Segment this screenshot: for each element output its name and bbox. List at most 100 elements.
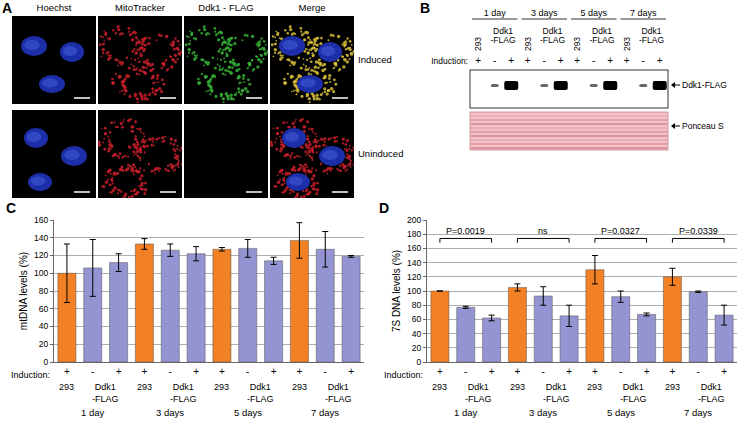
svg-text:+: +	[271, 366, 277, 377]
svg-text:20: 20	[39, 339, 49, 349]
svg-text:120: 120	[34, 250, 48, 260]
svg-text:-: -	[169, 366, 172, 377]
svg-text:-: -	[464, 366, 467, 377]
svg-text:100: 100	[407, 286, 421, 296]
svg-text:+: +	[657, 55, 663, 66]
svg-text:-: -	[324, 366, 327, 377]
svg-text:Ddk1-FLAG: Ddk1-FLAG	[698, 382, 725, 404]
svg-text:80: 80	[39, 286, 49, 296]
svg-text:-: -	[619, 366, 622, 377]
svg-text:Uninduced: Uninduced	[358, 148, 403, 159]
svg-text:Ddk1-FLAG: Ddk1-FLAG	[490, 26, 515, 45]
svg-text:Ddk1-FLAG: Ddk1-FLAG	[92, 382, 119, 404]
svg-text:1 day: 1 day	[484, 8, 507, 18]
svg-text:0: 0	[44, 357, 49, 367]
svg-text:+: +	[437, 366, 443, 377]
svg-text:293: 293	[665, 382, 680, 392]
svg-text:+: +	[558, 55, 564, 66]
svg-text:-: -	[697, 366, 700, 377]
svg-text:P=0.0327: P=0.0327	[601, 226, 640, 236]
svg-text:+: +	[116, 366, 122, 377]
svg-text:1 day: 1 day	[81, 407, 104, 418]
svg-text:120: 120	[407, 272, 421, 282]
svg-text:293: 293	[587, 382, 602, 392]
svg-text:20: 20	[412, 343, 422, 353]
svg-text:160: 160	[407, 243, 421, 253]
svg-text:Ddk1-FLAG: Ddk1-FLAG	[620, 382, 647, 404]
svg-text:160: 160	[34, 215, 48, 225]
svg-text:-: -	[642, 55, 645, 66]
svg-text:D: D	[379, 200, 389, 216]
svg-text:Ddk1-FLAG: Ddk1-FLAG	[540, 26, 565, 45]
svg-text:+: +	[721, 366, 727, 377]
svg-text:Ddk1-FLAG: Ddk1-FLAG	[589, 26, 614, 45]
svg-text:mtDNA levels (%): mtDNA levels (%)	[18, 252, 29, 330]
svg-text:Ddk1-FLAG: Ddk1-FLAG	[247, 382, 274, 404]
svg-text:+: +	[607, 55, 613, 66]
svg-text:293: 293	[473, 37, 483, 51]
svg-text:-: -	[592, 55, 595, 66]
svg-text:3 days: 3 days	[531, 8, 558, 18]
svg-text:P=0.0019: P=0.0019	[446, 226, 485, 236]
svg-text:+: +	[296, 366, 302, 377]
svg-text:+: +	[141, 366, 147, 377]
svg-text:+: +	[669, 366, 675, 377]
svg-text:-: -	[543, 55, 546, 66]
svg-text:0: 0	[417, 357, 422, 367]
svg-text:+: +	[592, 366, 598, 377]
svg-text:Induction:: Induction:	[431, 56, 468, 66]
svg-text:100: 100	[34, 268, 48, 278]
svg-text:Ddk1-FLAG: Ddk1-FLAG	[682, 80, 727, 90]
svg-text:5 days: 5 days	[580, 8, 607, 18]
svg-text:Ddk1 - FLAG: Ddk1 - FLAG	[198, 2, 253, 13]
svg-text:-: -	[542, 366, 545, 377]
svg-text:Induction:: Induction:	[11, 370, 50, 380]
svg-text:+: +	[525, 55, 531, 66]
svg-text:293: 293	[622, 37, 632, 51]
svg-text:+: +	[566, 366, 572, 377]
svg-text:40: 40	[39, 321, 49, 331]
svg-text:B: B	[420, 0, 430, 16]
svg-text:+: +	[219, 366, 225, 377]
svg-text:-: -	[246, 366, 249, 377]
svg-text:180: 180	[407, 229, 421, 239]
svg-text:5 days: 5 days	[234, 407, 262, 418]
svg-text:+: +	[193, 366, 199, 377]
svg-text:293: 293	[137, 382, 152, 392]
svg-text:293: 293	[510, 382, 525, 392]
svg-text:C: C	[6, 200, 16, 216]
svg-text:Induced: Induced	[358, 54, 392, 65]
svg-text:+: +	[644, 366, 650, 377]
svg-text:+: +	[489, 366, 495, 377]
svg-text:-: -	[493, 55, 496, 66]
svg-text:Ddk1-FLAG: Ddk1-FLAG	[543, 382, 570, 404]
svg-text:P=0.0339: P=0.0339	[679, 226, 718, 236]
svg-text:A: A	[2, 0, 12, 16]
svg-text:Ponceau S: Ponceau S	[682, 121, 724, 131]
svg-text:+: +	[348, 366, 354, 377]
svg-text:7 days: 7 days	[684, 407, 712, 418]
svg-text:60: 60	[412, 314, 422, 324]
svg-text:7 days: 7 days	[311, 407, 339, 418]
svg-text:-: -	[91, 366, 94, 377]
svg-text:200: 200	[407, 215, 421, 225]
svg-text:+: +	[64, 366, 70, 377]
svg-text:293: 293	[432, 382, 447, 392]
svg-text:+: +	[475, 55, 481, 66]
svg-text:Merge: Merge	[299, 2, 326, 13]
svg-text:Induction:: Induction:	[384, 370, 423, 380]
svg-text:60: 60	[39, 304, 49, 314]
svg-text:293: 293	[59, 382, 74, 392]
svg-text:+: +	[508, 55, 514, 66]
svg-text:140: 140	[34, 233, 48, 243]
svg-text:7S DNA levels (%): 7S DNA levels (%)	[391, 250, 402, 332]
svg-text:80: 80	[412, 300, 422, 310]
svg-text:+: +	[574, 55, 580, 66]
svg-text:Ddk1-FLAG: Ddk1-FLAG	[325, 382, 352, 404]
svg-text:293: 293	[292, 382, 307, 392]
svg-text:Ddk1-FLAG: Ddk1-FLAG	[170, 382, 197, 404]
svg-text:Ddk1-FLAG: Ddk1-FLAG	[639, 26, 664, 45]
svg-text:1 day: 1 day	[454, 407, 477, 418]
svg-text:3 days: 3 days	[156, 407, 184, 418]
svg-text:5 days: 5 days	[607, 407, 635, 418]
